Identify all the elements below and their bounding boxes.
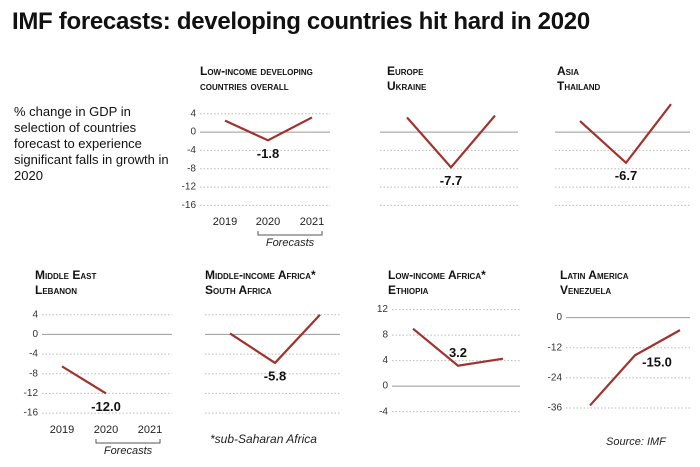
panel-subtitle: Lebanon <box>35 283 77 297</box>
y-tick-label: -8 <box>187 163 196 174</box>
x-tick-label: 2021 <box>138 424 162 436</box>
panel-title: Middle East <box>35 268 97 282</box>
panel-subtitle: Venezuela <box>560 283 612 297</box>
data-line <box>412 327 504 367</box>
subtitle: % change in GDP in selection of countrie… <box>14 104 169 183</box>
x-note: Forecasts <box>266 237 315 249</box>
y-tick-label: -8 <box>29 368 38 379</box>
y-tick-label: -4 <box>29 349 38 360</box>
data-line <box>229 313 321 365</box>
x-note: Forecasts <box>104 445 153 457</box>
data-line <box>589 329 681 407</box>
y-tick-label: -12 <box>182 182 197 193</box>
y-tick-label: 0 <box>382 381 388 392</box>
data-line <box>579 103 672 165</box>
y-tick-label: 4 <box>32 309 38 320</box>
x-tick-label: 2020 <box>94 424 118 436</box>
data-line <box>61 365 107 395</box>
y-tick-label: -16 <box>24 408 39 419</box>
panel-subtitle: South Africa <box>205 283 272 297</box>
y-tick-label: -12 <box>548 342 563 353</box>
y-tick-label: -4 <box>187 145 196 156</box>
forecast-bracket <box>257 231 323 236</box>
title: IMF forecasts: developing countries hit … <box>12 8 590 35</box>
data-label: -1.8 <box>257 146 279 161</box>
y-tick-label: 0 <box>556 312 562 323</box>
y-tick-label: 8 <box>382 330 388 341</box>
data-label: -5.8 <box>264 368 286 383</box>
y-tick-label: -24 <box>548 372 563 383</box>
y-tick-label: -36 <box>548 403 563 414</box>
panel-subtitle: Thailand <box>557 79 601 93</box>
panel-title: Europe <box>387 64 424 78</box>
data-label: -6.7 <box>615 168 637 183</box>
panel-title: Latin America <box>560 268 629 282</box>
y-tick-label: 4 <box>382 355 388 366</box>
x-tick-label: 2020 <box>256 216 280 228</box>
y-tick-label: 4 <box>190 108 196 119</box>
panel-title: Low-income developing countries overall <box>200 64 313 93</box>
y-tick-label: 0 <box>190 127 196 138</box>
data-label: -7.7 <box>440 173 462 188</box>
y-tick-label: -4 <box>379 406 388 417</box>
x-tick-label: 2021 <box>300 216 324 228</box>
panel-title: Asia <box>557 64 580 78</box>
panel-title: Middle-income Africa* <box>205 268 316 282</box>
y-tick-label: 12 <box>377 304 389 315</box>
data-label: -12.0 <box>91 399 121 414</box>
panel-subtitle: Ethiopia <box>388 283 429 297</box>
y-tick-label: -16 <box>182 200 197 211</box>
y-tick-label: 0 <box>32 329 38 340</box>
source: Source: IMF <box>606 436 666 448</box>
panel-title: Low-income Africa* <box>388 268 486 282</box>
forecast-bracket <box>95 439 161 444</box>
x-tick-label: 2019 <box>213 216 237 228</box>
data-line <box>406 114 496 170</box>
x-tick-label: 2019 <box>50 424 74 436</box>
data-line <box>224 116 313 142</box>
data-label: 3.2 <box>449 345 467 360</box>
footnote: *sub-Saharan Africa <box>210 432 317 446</box>
data-label: -15.0 <box>642 355 672 370</box>
y-tick-label: -12 <box>24 388 39 399</box>
panel-subtitle: Ukraine <box>387 79 427 93</box>
